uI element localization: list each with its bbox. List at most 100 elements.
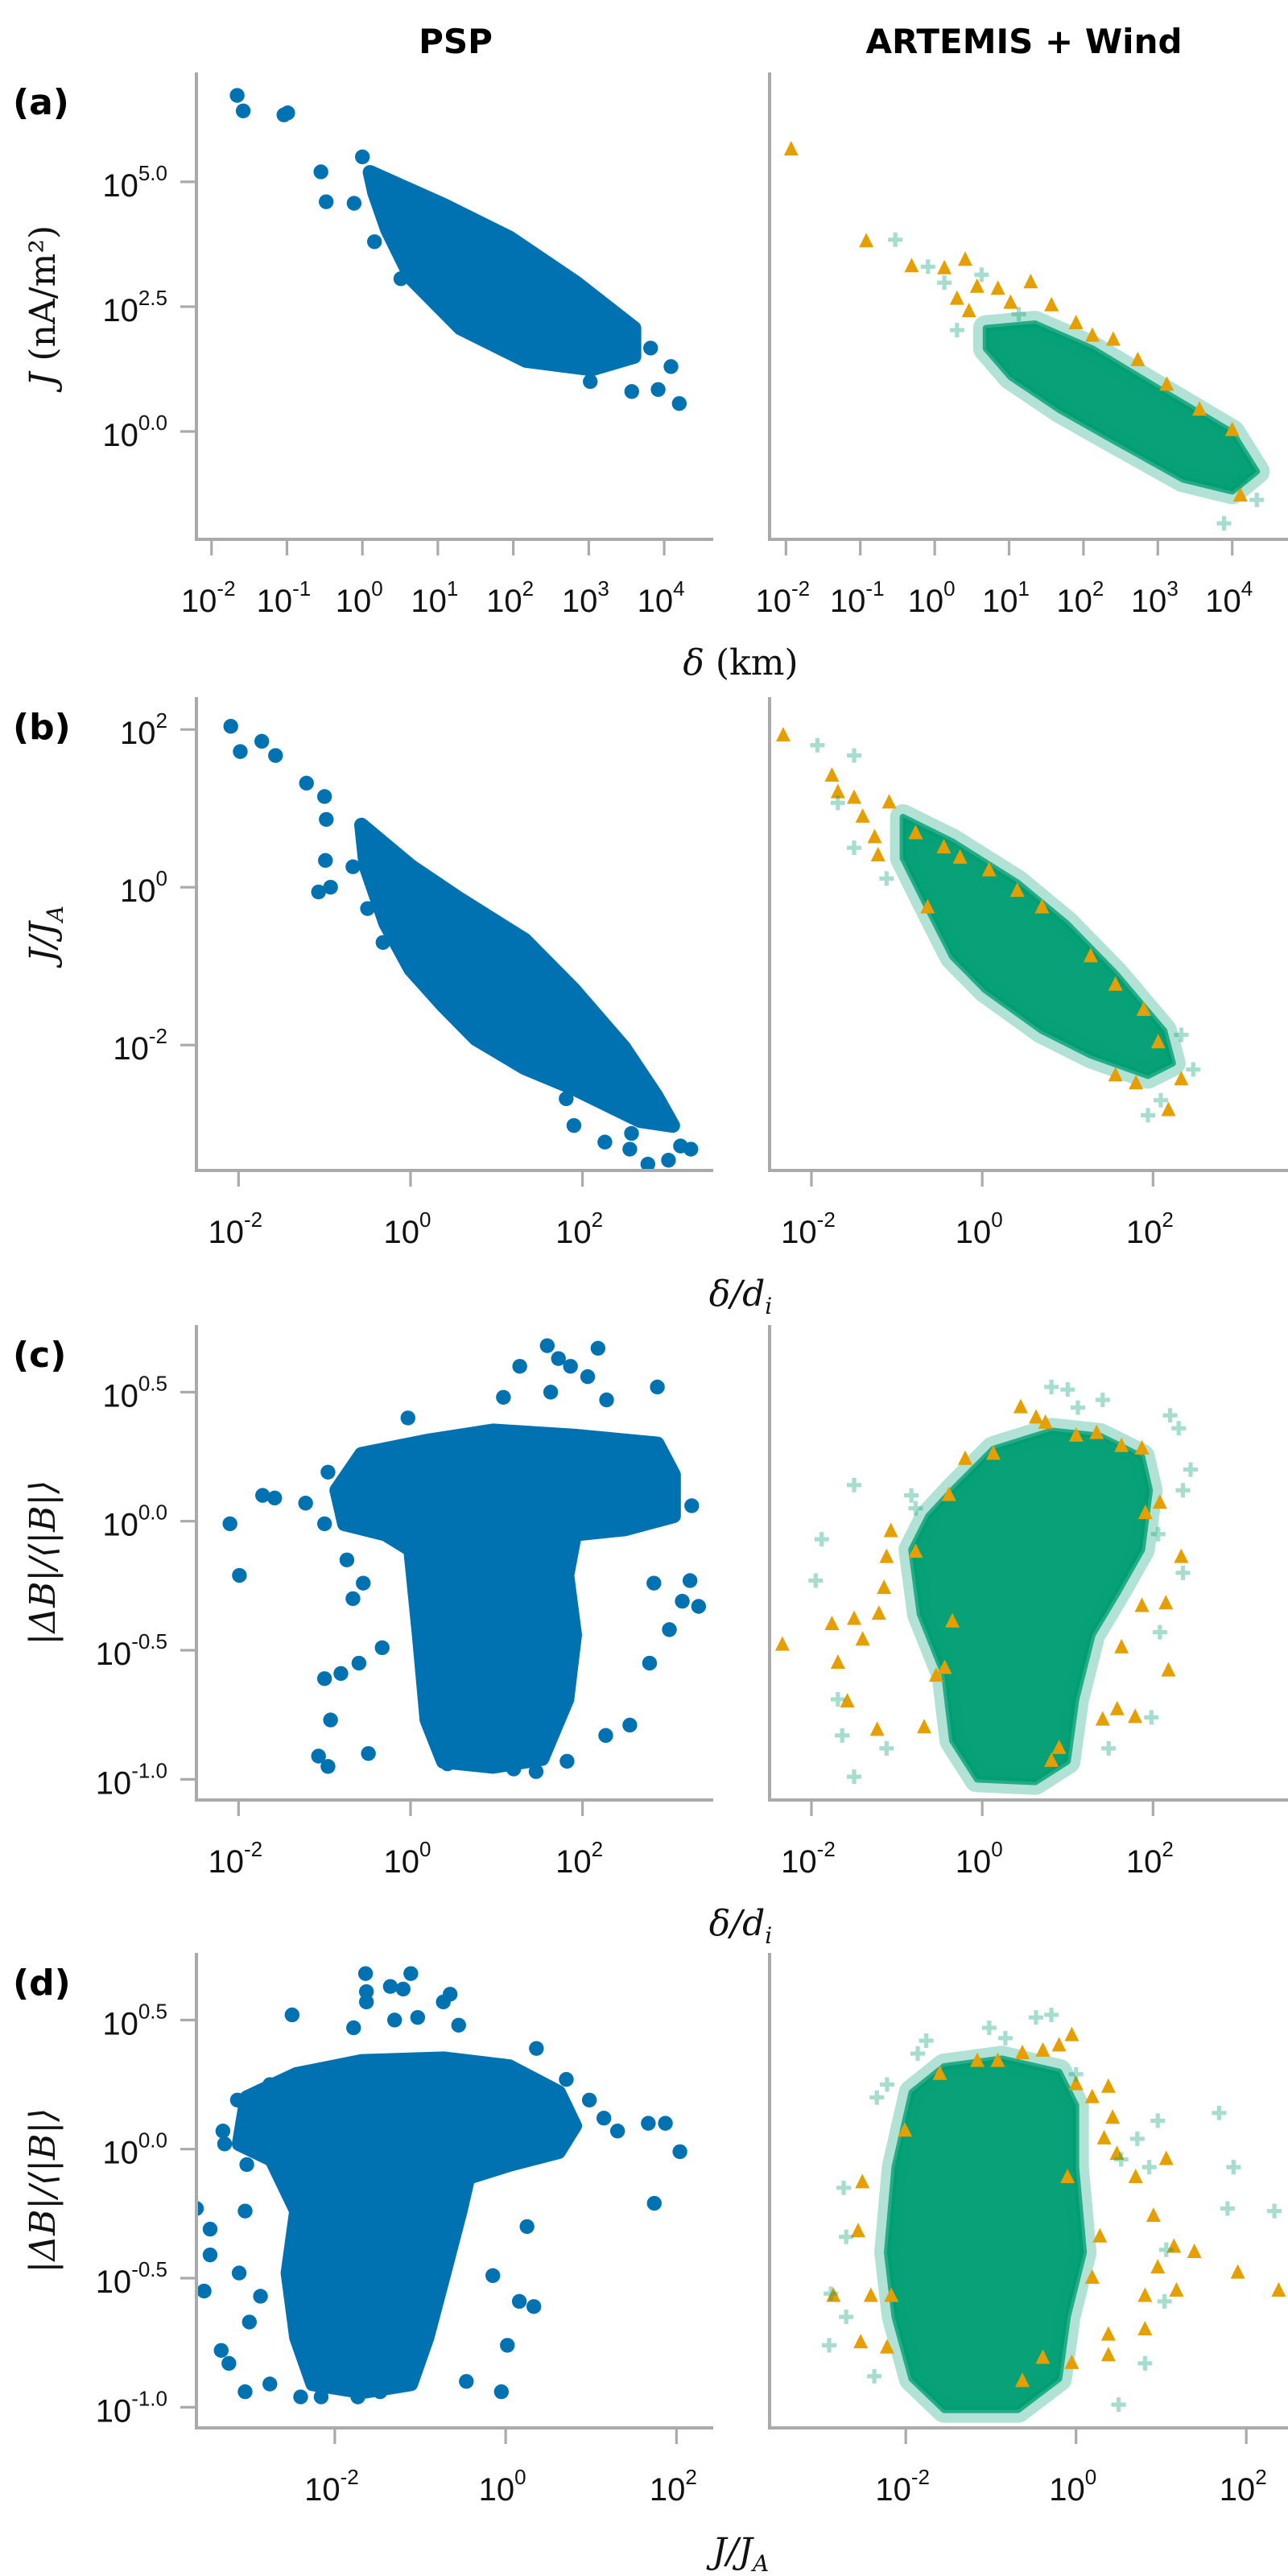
triangle-point (1109, 2145, 1125, 2161)
y-tick-label: 10-1.0 (96, 1758, 167, 1801)
psp-point (511, 2293, 527, 2310)
psp-point (231, 2265, 247, 2281)
psp-point (358, 1984, 374, 2000)
x-axis-label-sub: A (750, 2550, 769, 2576)
tick-exponent: -2 (341, 2465, 359, 2489)
psp-point (559, 1753, 575, 1769)
triangle-point (824, 767, 840, 782)
tick-base: 10 (830, 584, 866, 619)
triangle-point (883, 1522, 898, 1538)
triangle-point (1108, 1067, 1123, 1082)
plus-point (1071, 1400, 1086, 1415)
x-tick-label: 102 (1126, 1208, 1174, 1250)
artemis-wind-panel: 10-2 10-1 100 101 102 103 104 (756, 72, 1288, 619)
panel-label: (c) (13, 1335, 66, 1376)
plus-point (810, 737, 825, 753)
psp-point (597, 1134, 613, 1150)
psp-point (221, 2355, 237, 2372)
x-tick-label: 100 (908, 576, 956, 619)
x-tick-label: 102 (650, 2465, 697, 2508)
tick-base: 10 (650, 2472, 686, 2508)
tick-base: 10 (384, 1215, 420, 1250)
plus-point (1267, 2203, 1282, 2219)
plus-point (904, 1488, 919, 1503)
y-axis-label-var: |ΔB|/⟨|B|⟩ (23, 2108, 64, 2273)
x-axis-label: δ (km) (683, 642, 798, 683)
psp-point (684, 1498, 700, 1513)
tick-exponent: 2 (592, 1208, 603, 1232)
plus-point (888, 232, 903, 247)
psp-point (580, 1368, 596, 1385)
x-tick-label: 10-2 (208, 1837, 263, 1880)
tick-exponent: 0.0 (138, 411, 167, 435)
tick-base: 10 (96, 1637, 132, 1672)
psp-point (354, 149, 370, 165)
plus-point (1158, 2242, 1174, 2257)
tick-base: 10 (336, 584, 372, 619)
triangle-point (1166, 2238, 1182, 2253)
tick-base: 10 (486, 584, 522, 619)
tick-exponent: -2 (791, 576, 810, 601)
tick-exponent: -2 (149, 1024, 167, 1048)
tick-base: 10 (120, 716, 156, 751)
triangle-point (1064, 2354, 1080, 2369)
tick-base: 10 (96, 2393, 132, 2429)
plus-point (1212, 2105, 1227, 2120)
plus-point (981, 2020, 997, 2035)
psp-point (299, 775, 314, 791)
y-tick-label: 105.0 (102, 161, 167, 204)
x-axis-label: δ/di (709, 1274, 772, 1319)
psp-point (298, 1496, 313, 1511)
psp-point (451, 2017, 466, 2033)
x-tick-label: 102 (555, 1208, 603, 1250)
triangle-point (1015, 2372, 1030, 2388)
psp-point (323, 879, 338, 895)
psp-point (313, 164, 328, 180)
psp-point (640, 1156, 656, 1170)
triangle-point (1137, 2321, 1153, 2336)
triangle-point (1174, 1548, 1189, 1563)
tick-exponent: -2 (217, 576, 235, 601)
psp-point (320, 1464, 336, 1480)
x-tick-label: 100 (479, 2465, 526, 2508)
triangle-point (985, 1445, 1001, 1460)
psp-point (232, 1567, 247, 1583)
plus-point (1175, 1565, 1191, 1580)
x-axis-label-sub: i (765, 1293, 772, 1319)
x-axis-label-var: δ/d (709, 1274, 765, 1315)
triangle-point (970, 2052, 985, 2067)
psp-point (333, 1666, 349, 1682)
tick-exponent: -2 (817, 1208, 836, 1232)
plus-point (937, 275, 952, 291)
x-tick-label: 100 (384, 1208, 431, 1250)
tick-exponent: 0 (514, 2465, 526, 2489)
tick-base: 10 (1056, 584, 1092, 619)
plus-point (910, 2046, 925, 2062)
plus-point (1152, 1624, 1167, 1640)
plus-point (830, 795, 845, 811)
psp-point (691, 1599, 707, 1614)
triangle-point (1129, 1075, 1144, 1090)
plus-point (997, 2030, 1013, 2046)
triangle-point (941, 1486, 956, 1501)
psp-point (506, 1761, 522, 1777)
triangle-point (1134, 1439, 1150, 1455)
psp-point (357, 1966, 374, 1981)
psp-point (596, 2111, 612, 2126)
triangle-point (867, 828, 882, 844)
plus-point (1113, 2152, 1129, 2167)
psp-point (345, 1591, 361, 1607)
panel-label: (a) (13, 82, 69, 123)
psp-point (196, 2283, 212, 2299)
psp-point (217, 2136, 233, 2152)
tick-exponent: -1 (865, 576, 884, 601)
psp-point (395, 1981, 411, 1997)
column-title-artemis-wind: ARTEMIS + Wind (865, 22, 1182, 61)
plus-point (1011, 307, 1026, 322)
psp-point (319, 194, 334, 209)
triangle-point (1044, 296, 1059, 312)
triangle-point (1015, 2045, 1030, 2060)
x-tick-label: 100 (336, 576, 383, 619)
y-axis-label: |ΔB|/⟨|B|⟩ (23, 2108, 64, 2273)
column-title-psp: PSP (419, 22, 493, 61)
